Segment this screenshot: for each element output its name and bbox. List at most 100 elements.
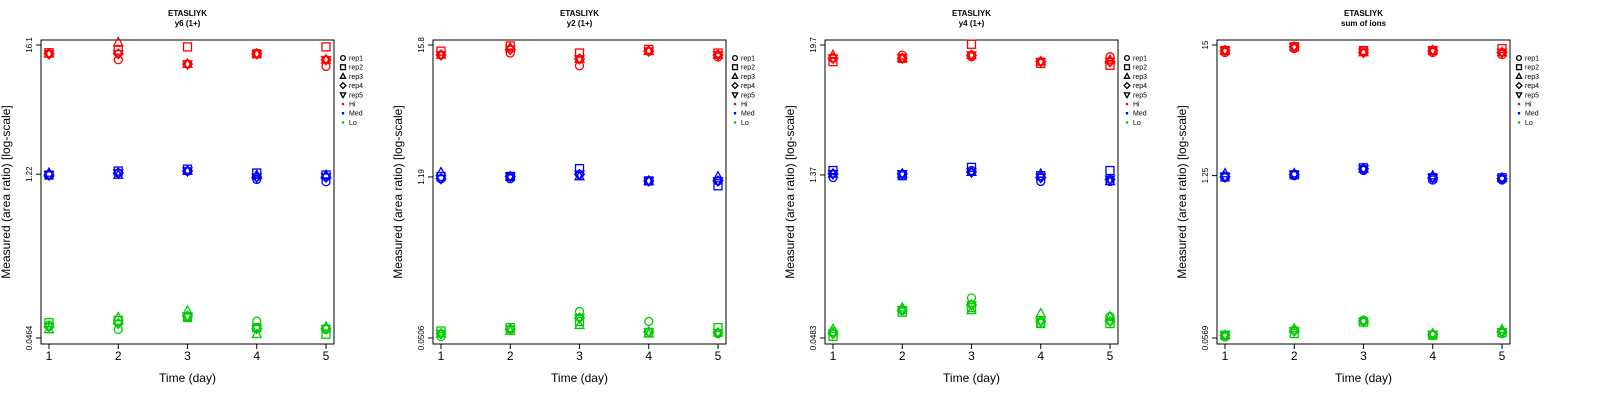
data-point-hi-rep2 (828, 56, 838, 67)
y-axis-label: Measured (area ratio) [log-scale] (391, 105, 405, 278)
legend-symbol-rep4 (1515, 81, 1523, 90)
legend-symbol-rep3 (339, 72, 347, 79)
data-point-lo-rep2 (1289, 328, 1299, 339)
x-tick-label: 5 (323, 349, 330, 363)
data-point-lo-rep2 (1036, 318, 1046, 329)
legend: rep1 rep2 rep3 rep4 rep5 Hi Med Lo (339, 54, 363, 127)
legend-dot-hi (1125, 102, 1129, 106)
data-point-hi-rep3 (1358, 46, 1369, 57)
legend-symbol-rep1 (731, 54, 739, 62)
data-point-hi-rep3 (827, 48, 839, 59)
data-point-hi-rep3 (896, 52, 908, 63)
data-point-med-rep3 (827, 167, 839, 178)
x-tick-label: 5 (715, 349, 722, 363)
legend-symbol-rep4 (1123, 81, 1131, 90)
data-point-hi-rep2 (1497, 43, 1507, 54)
data-point-med-rep5 (1219, 173, 1231, 184)
data-point-med-rep5 (504, 172, 516, 183)
x-tick-label: 1 (438, 349, 445, 363)
y-tick-label: 16.1 (25, 37, 34, 53)
x-tick-label: 3 (576, 349, 583, 363)
x-tick-label: 1 (1222, 349, 1229, 363)
y-tick-label: 1.19 (417, 169, 426, 185)
data-point-lo-rep5 (504, 325, 516, 336)
data-point-hi-rep3 (1427, 44, 1439, 55)
legend-label-rep3: rep3 (1525, 74, 1539, 81)
legend-symbol-rep5 (1515, 92, 1523, 100)
data-point-hi-rep5 (827, 54, 839, 65)
data-point-med-rep3 (182, 164, 193, 175)
data-point-hi-rep3 (1496, 46, 1508, 57)
data-point-lo-rep5 (112, 319, 124, 330)
data-point-hi-rep5 (251, 49, 263, 60)
data-point-hi-rep2 (1105, 60, 1115, 70)
x-axis-label: Time (day) (943, 371, 1000, 385)
data-point-hi-rep3 (574, 52, 585, 63)
data-point-lo-rep5 (43, 322, 55, 333)
data-point-lo-rep5 (1288, 327, 1300, 338)
data-point-hi-rep3 (643, 45, 655, 56)
data-point-hi-rep5 (1496, 48, 1508, 59)
data-point-lo-rep3 (1104, 310, 1116, 321)
legend-symbol-rep5 (1123, 92, 1131, 100)
legend-label-lo: Lo (741, 120, 749, 127)
chart-subtitle: sum of ions (1341, 19, 1386, 28)
legend-label-lo: Lo (1525, 120, 1533, 127)
data-point-med-rep3 (712, 170, 724, 181)
data-point-med-rep5 (712, 177, 724, 188)
x-tick-label: 1 (46, 349, 53, 363)
data-point-med-rep5 (251, 173, 263, 184)
data-point-hi-rep3 (182, 57, 193, 68)
legend-label-rep3: rep3 (349, 74, 363, 81)
legend-symbol-rep3 (1515, 72, 1523, 79)
data-point-lo-rep3 (574, 319, 585, 330)
y-tick-label: 19.7 (809, 37, 818, 53)
x-tick-label: 3 (184, 349, 191, 363)
data-point-med-rep5 (1427, 173, 1439, 184)
data-point-hi-rep5 (643, 47, 655, 58)
data-point-hi-rep3 (43, 47, 55, 58)
legend-label-rep4: rep4 (1525, 83, 1539, 90)
data-point-hi-rep5 (712, 51, 724, 62)
y-tick-label: 1.25 (1201, 167, 1210, 183)
legend-symbol-rep1 (1515, 54, 1523, 62)
legend-label-rep2: rep2 (349, 65, 363, 72)
chart-title: ETASLIYK (952, 9, 991, 18)
legend-symbol-rep4 (339, 81, 347, 90)
chart-title: ETASLIYK (560, 9, 599, 18)
data-point-med-rep3 (896, 167, 908, 178)
data-point-lo-rep3 (966, 304, 977, 315)
legend-label-rep1: rep1 (1133, 56, 1147, 63)
legend-label-rep2: rep2 (1133, 65, 1147, 72)
legend-label-lo: Lo (1133, 120, 1141, 127)
data-point-lo-rep5 (712, 328, 724, 339)
data-point-lo-rep3 (1427, 327, 1439, 338)
data-point-hi-rep3 (1219, 44, 1231, 55)
legend-label-hi: Hi (1133, 102, 1140, 109)
legend-dot-med (733, 111, 737, 115)
data-point-lo-rep3 (1358, 314, 1369, 325)
data-point-lo-rep2 (897, 307, 907, 317)
y-tick-label: 1.37 (809, 167, 818, 183)
legend: rep1 rep2 rep3 rep4 rep5 Hi Med Lo (731, 54, 755, 127)
legend-label-rep5: rep5 (1133, 92, 1147, 99)
data-point-hi-rep2 (321, 42, 331, 52)
legend-dot-hi (1517, 102, 1521, 106)
data-point-hi-rep2 (966, 39, 977, 49)
data-point-lo-rep5 (1427, 330, 1439, 341)
data-point-lo-rep2 (966, 303, 977, 313)
legend-dot-lo (1517, 121, 1521, 124)
data-point-med-rep2 (1105, 165, 1115, 176)
legend-label-rep2: rep2 (1525, 65, 1539, 72)
x-tick-label: 4 (645, 349, 652, 363)
legend: rep1 rep2 rep3 rep4 rep5 Hi Med Lo (1123, 54, 1147, 127)
legend-label-rep5: rep5 (1525, 92, 1539, 99)
plot-frame (824, 39, 1119, 345)
legend-label-rep5: rep5 (349, 92, 363, 99)
data-point-hi-rep5 (112, 49, 124, 60)
legend-label-rep4: rep4 (1133, 83, 1147, 90)
data-point-med-rep5 (827, 170, 839, 181)
plot-frame (432, 39, 727, 345)
